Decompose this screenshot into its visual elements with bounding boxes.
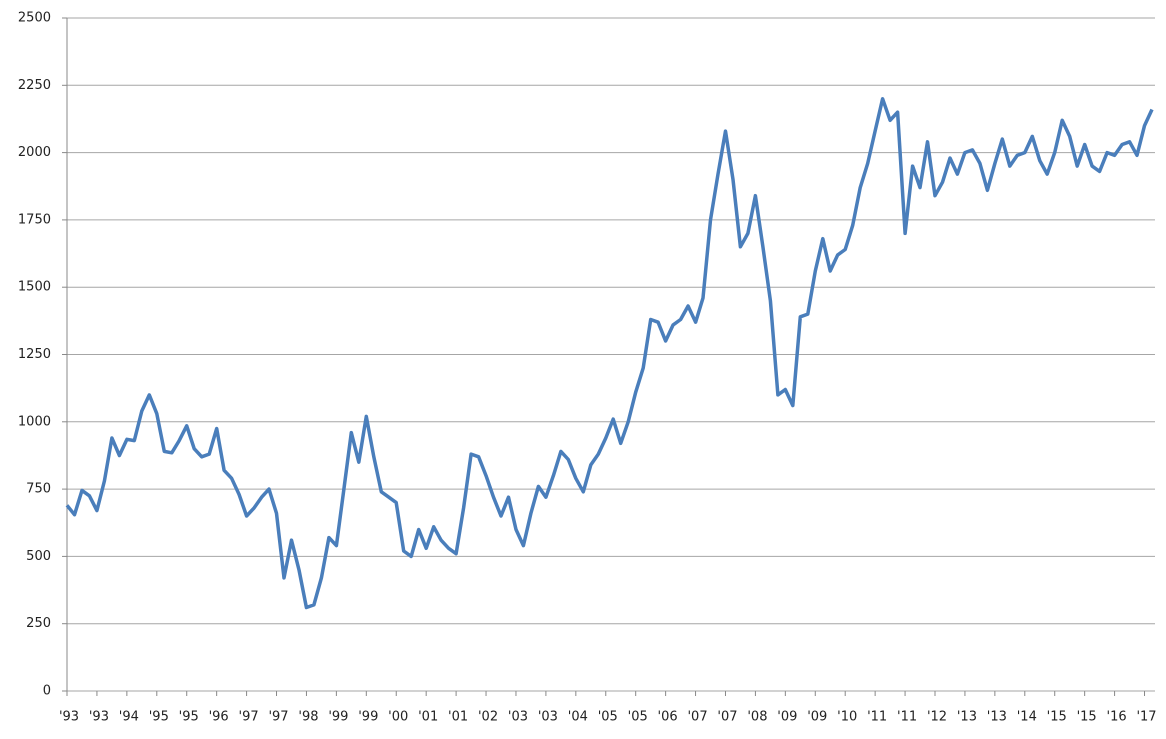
x-tick-label: '03	[538, 710, 558, 725]
x-tick-label: '06	[658, 710, 678, 725]
y-tick-label: 2500	[18, 11, 51, 26]
x-tick-label: '03	[508, 710, 528, 725]
y-tick-label: 1250	[18, 347, 51, 362]
y-tick-label: 500	[26, 549, 51, 564]
data-line	[65, 97, 1154, 610]
x-tick-label: '14	[1017, 710, 1037, 725]
x-tick-label: '93	[89, 710, 109, 725]
y-tick-label: 2250	[18, 78, 51, 93]
x-tick-label: '01	[418, 710, 438, 725]
x-tick-label: '11	[867, 710, 887, 725]
x-tick-label: '95	[149, 710, 169, 725]
x-tick-label: '05	[628, 710, 648, 725]
x-tick-label: '05	[598, 710, 618, 725]
x-tick-label: '94	[119, 710, 139, 725]
x-tick-label: '09	[777, 710, 797, 725]
y-tick-label: 0	[43, 684, 51, 699]
x-tick-label: '13	[987, 710, 1007, 725]
x-tick-label: '02	[478, 710, 498, 725]
y-tick-label: 2000	[18, 145, 51, 160]
x-tick-label: '07	[717, 710, 737, 725]
x-tick-label: '01	[448, 710, 468, 725]
x-tick-label: '09	[807, 710, 827, 725]
x-tick-label: '04	[568, 710, 588, 725]
x-tick-label: '15	[1077, 710, 1097, 725]
x-tick-label: '07	[687, 710, 707, 725]
x-tick-label: '10	[837, 710, 857, 725]
x-tick-label: '97	[268, 710, 288, 725]
y-tick-label: 1500	[18, 280, 51, 295]
x-tick-label: '17	[1136, 710, 1156, 725]
x-tick-label: '08	[747, 710, 767, 725]
y-tick-label: 1000	[18, 414, 51, 429]
y-tick-label: 750	[26, 482, 51, 497]
x-tick-label: '99	[328, 710, 348, 725]
x-tick-label: '11	[897, 710, 917, 725]
x-tick-label: '93	[59, 710, 79, 725]
y-tick-label: 250	[26, 616, 51, 631]
x-tick-label: '96	[209, 710, 229, 725]
x-tick-label: '13	[957, 710, 977, 725]
x-tick-label: '15	[1047, 710, 1067, 725]
x-tick-label: '97	[239, 710, 259, 725]
y-tick-label: 1750	[18, 212, 51, 227]
x-tick-label: '95	[179, 710, 199, 725]
x-tick-label: '98	[298, 710, 318, 725]
x-tick-label: '99	[358, 710, 378, 725]
x-tick-label: '00	[388, 710, 408, 725]
x-tick-label: '16	[1107, 710, 1127, 725]
x-tick-label: '12	[927, 710, 947, 725]
